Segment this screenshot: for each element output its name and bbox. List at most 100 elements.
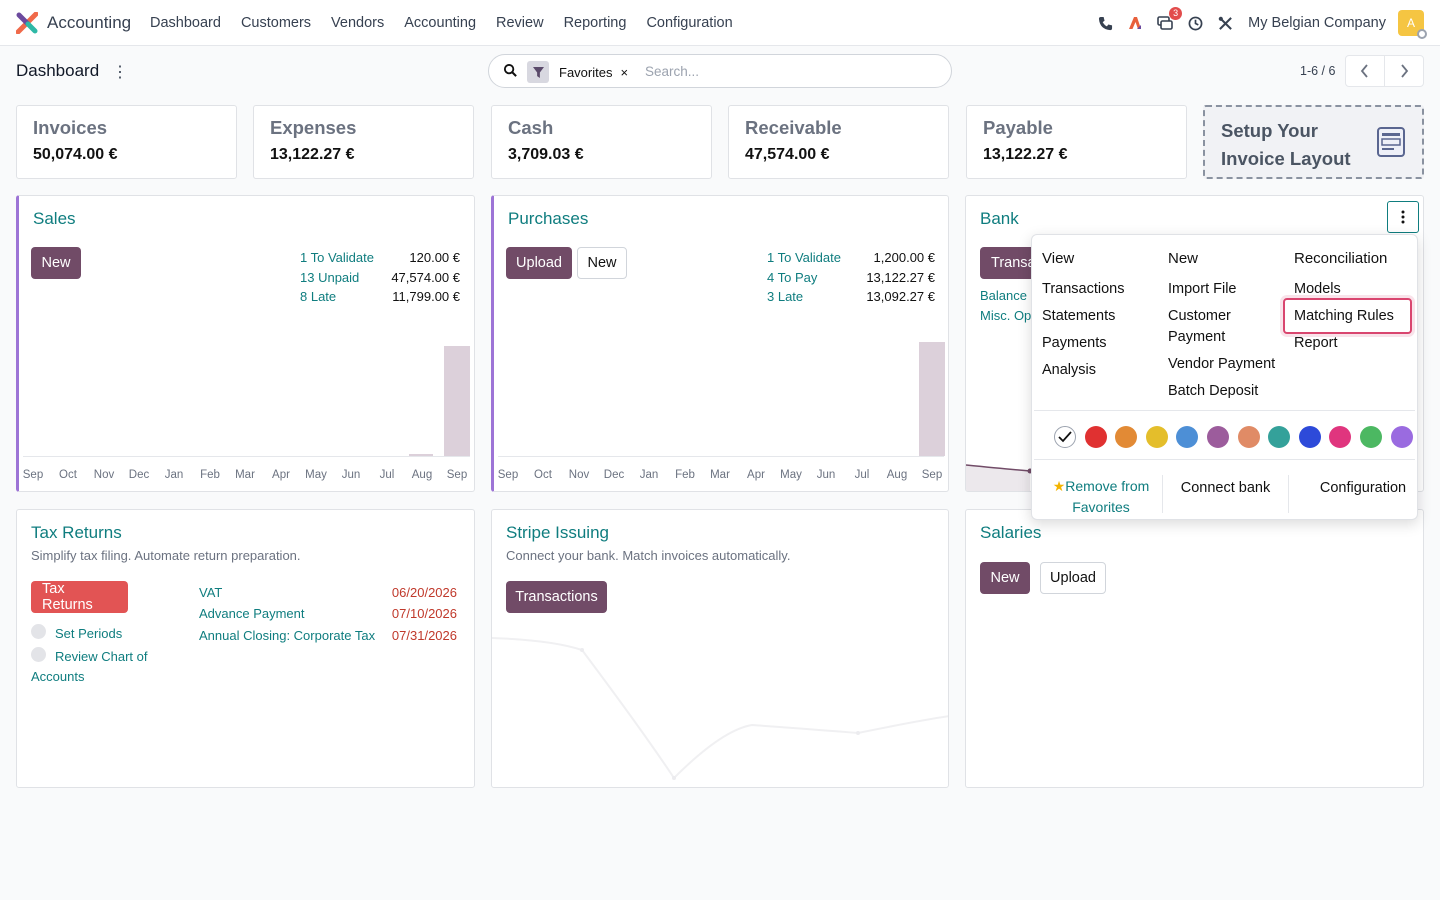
- sales-new-button[interactable]: New: [31, 247, 81, 279]
- menu-review[interactable]: Review: [496, 15, 544, 31]
- stat-label[interactable]: 13 Unpaid: [300, 270, 360, 285]
- bank-misc-link[interactable]: Misc. Op: [980, 308, 1032, 323]
- search-input[interactable]: Search...: [645, 64, 700, 79]
- checkbox-circle-icon[interactable]: [31, 647, 46, 662]
- configuration-button[interactable]: Configuration: [1319, 480, 1407, 496]
- color-swatch[interactable]: [1359, 426, 1382, 448]
- tax-label[interactable]: VAT: [199, 585, 223, 600]
- stat-label[interactable]: 4 To Pay: [767, 270, 818, 285]
- salaries-upload-button[interactable]: Upload: [1040, 562, 1106, 594]
- color-swatch[interactable]: [1329, 426, 1352, 448]
- connect-bank-button[interactable]: Connect bank: [1180, 480, 1271, 496]
- actions-kebab-icon[interactable]: ⋮: [112, 64, 128, 81]
- color-swatch[interactable]: [1145, 426, 1168, 448]
- menu-item-payments[interactable]: Payments: [1042, 335, 1107, 351]
- stat-row[interactable]: 4 To Pay 13,122.27 €: [767, 270, 935, 285]
- favorites-facet[interactable]: Favorites ×: [527, 61, 628, 83]
- card-title[interactable]: Tax Returns: [31, 523, 122, 542]
- tax-label[interactable]: Advance Payment: [199, 606, 305, 621]
- menu-accounting[interactable]: Accounting: [404, 15, 477, 31]
- menu-item-customer-payment[interactable]: Customer: [1168, 308, 1231, 324]
- menu-item-report[interactable]: Report: [1294, 335, 1338, 351]
- todo-set-periods[interactable]: Set Periods: [31, 624, 123, 641]
- chart-bar: [409, 454, 433, 456]
- stat-label[interactable]: 8 Late: [300, 289, 337, 304]
- stat-label[interactable]: 1 To Validate: [300, 250, 374, 265]
- tax-row[interactable]: VAT 06/20/2026: [199, 585, 457, 600]
- menu-item-import-file[interactable]: Import File: [1168, 281, 1237, 297]
- card-title[interactable]: Purchases: [508, 209, 589, 228]
- stat-row[interactable]: 1 To Validate 120.00 €: [300, 250, 460, 265]
- remove-from-favorites-button[interactable]: ★Remove from Favorites: [1040, 476, 1162, 518]
- color-swatch[interactable]: [1268, 426, 1291, 448]
- tools-icon[interactable]: [1214, 12, 1236, 34]
- stat-row[interactable]: 1 To Validate 1,200.00 €: [767, 250, 935, 265]
- menu-item-transactions[interactable]: Transactions: [1042, 281, 1125, 297]
- stat-label[interactable]: 1 To Validate: [767, 250, 841, 265]
- color-swatch[interactable]: [1237, 426, 1260, 448]
- tax-row[interactable]: Annual Closing: Corporate Tax 07/31/2026: [199, 628, 457, 643]
- menu-dashboard[interactable]: Dashboard: [150, 15, 221, 31]
- setup-invoice-layout-card[interactable]: Setup Your Invoice Layout: [1203, 105, 1424, 179]
- salaries-new-button[interactable]: New: [980, 562, 1030, 594]
- company-switcher[interactable]: My Belgian Company: [1248, 15, 1386, 31]
- menu-item-statements[interactable]: Statements: [1042, 308, 1116, 324]
- todo-review-chart[interactable]: Review Chart of: [31, 647, 148, 664]
- color-none-check-icon[interactable]: [1054, 426, 1076, 448]
- phone-icon[interactable]: [1094, 12, 1116, 34]
- menu-item-customer-payment-line2[interactable]: Payment: [1168, 329, 1226, 345]
- purchases-upload-button[interactable]: Upload: [506, 247, 572, 279]
- purchases-new-button[interactable]: New: [577, 247, 627, 279]
- color-swatch[interactable]: [1115, 426, 1138, 448]
- app-name[interactable]: Accounting: [47, 13, 132, 32]
- tax-row[interactable]: Advance Payment 07/10/2026: [199, 606, 457, 621]
- stripe-transactions-button[interactable]: Transactions: [506, 581, 607, 613]
- todo-label[interactable]: Review Chart of: [55, 649, 148, 664]
- card-title[interactable]: Sales: [33, 209, 76, 228]
- pager-next-button[interactable]: [1384, 55, 1424, 87]
- color-swatch[interactable]: [1176, 426, 1199, 448]
- pager-previous-button[interactable]: [1345, 55, 1385, 87]
- ai-icon[interactable]: [1124, 12, 1146, 34]
- search-icon[interactable]: [503, 63, 518, 78]
- menu-vendors[interactable]: Vendors: [331, 15, 385, 31]
- messages-icon[interactable]: 3: [1154, 7, 1183, 34]
- kpi-cash[interactable]: Cash 3,709.03 €: [491, 105, 712, 179]
- card-title[interactable]: Bank: [980, 209, 1019, 228]
- card-title[interactable]: Stripe Issuing: [506, 523, 609, 542]
- tax-label[interactable]: Annual Closing: Corporate Tax: [199, 628, 376, 643]
- bank-card-kebab-button[interactable]: [1387, 201, 1419, 233]
- card-title[interactable]: Salaries: [980, 523, 1042, 542]
- todo-label[interactable]: Set Periods: [55, 626, 123, 641]
- search-bar[interactable]: Favorites × Search...: [488, 54, 952, 88]
- color-swatch[interactable]: [1084, 426, 1107, 448]
- color-swatch[interactable]: [1206, 426, 1229, 448]
- stat-label[interactable]: 3 Late: [767, 289, 804, 304]
- kpi-receivable[interactable]: Receivable 47,574.00 €: [728, 105, 949, 179]
- menu-configuration[interactable]: Configuration: [646, 15, 733, 31]
- color-swatch[interactable]: [1390, 426, 1413, 448]
- bank-balance-link[interactable]: Balance: [980, 288, 1027, 303]
- checkbox-circle-icon[interactable]: [31, 624, 46, 639]
- kpi-invoices[interactable]: Invoices 50,074.00 €: [16, 105, 237, 179]
- menu-item-batch-deposit[interactable]: Batch Deposit: [1168, 383, 1259, 399]
- menu-customers[interactable]: Customers: [240, 15, 312, 31]
- todo-label-continued[interactable]: Accounts: [31, 669, 85, 684]
- stat-row[interactable]: 3 Late 13,092.27 €: [767, 289, 935, 304]
- menu-reporting[interactable]: Reporting: [563, 15, 627, 31]
- facet-remove-icon[interactable]: ×: [620, 64, 629, 80]
- tax-returns-button[interactable]: Tax Returns: [31, 581, 128, 613]
- kpi-payable[interactable]: Payable 13,122.27 €: [966, 105, 1187, 179]
- color-swatch[interactable]: [1298, 426, 1321, 448]
- clock-icon[interactable]: [1184, 12, 1206, 34]
- menu-item-matching-rules[interactable]: Matching Rules: [1294, 308, 1394, 324]
- menu-item-models[interactable]: Models: [1294, 281, 1341, 297]
- accounting-logo-icon[interactable]: [16, 12, 38, 34]
- menu-item-analysis[interactable]: Analysis: [1042, 362, 1096, 378]
- menu-item-vendor-payment[interactable]: Vendor Payment: [1168, 356, 1276, 372]
- user-avatar[interactable]: A: [1398, 10, 1427, 39]
- stat-row[interactable]: 8 Late 11,799.00 €: [300, 289, 460, 304]
- stat-row[interactable]: 13 Unpaid 47,574.00 €: [300, 270, 460, 285]
- kpi-expenses[interactable]: Expenses 13,122.27 €: [253, 105, 474, 179]
- pager-value[interactable]: 1-6 / 6: [1300, 64, 1336, 78]
